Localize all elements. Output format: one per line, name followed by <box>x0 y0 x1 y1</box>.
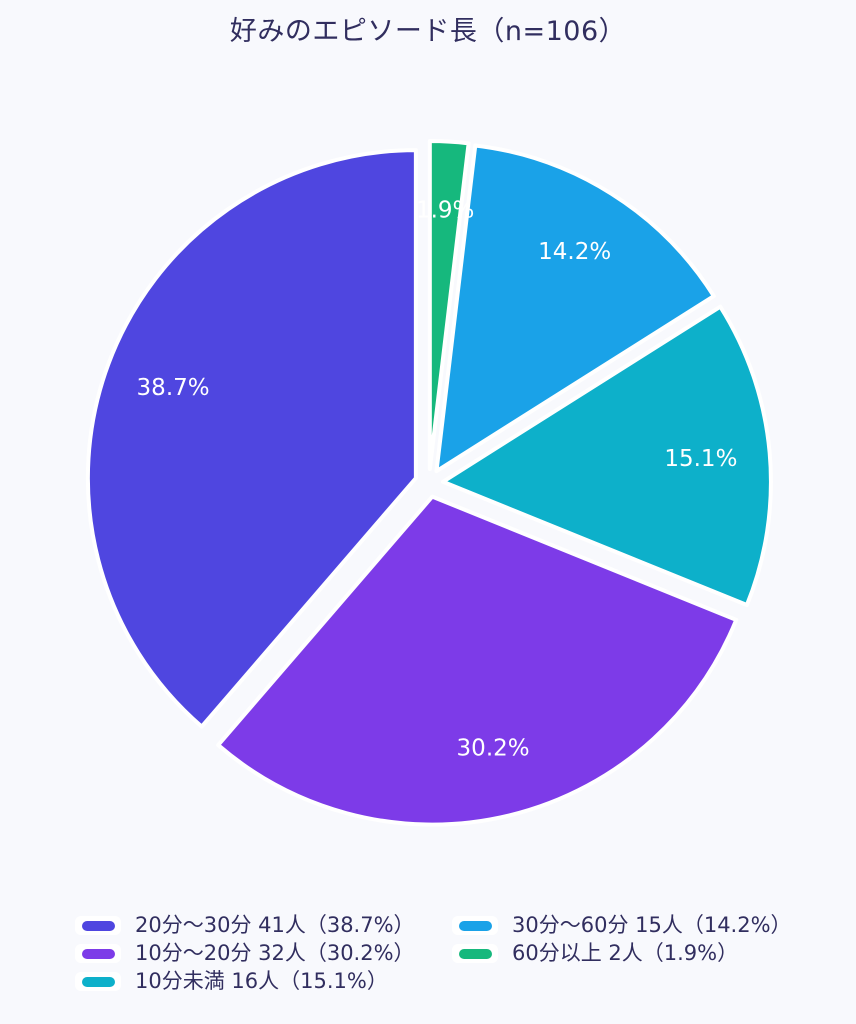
legend-color-pill <box>81 920 115 931</box>
legend-item[interactable]: 10分未満 16人（15.1%） <box>75 969 452 993</box>
pie-percent-label: 1.9% <box>416 198 474 224</box>
chart-title: 好みのエピソード長（n=106） <box>229 16 627 47</box>
legend-item[interactable]: 30分〜60分 15人（14.2%） <box>452 913 792 937</box>
pie-percent-label: 30.2% <box>457 735 530 761</box>
legend-column: 30分〜60分 15人（14.2%） 60分以上 2人（1.9%） <box>452 913 792 965</box>
legend-label: 30分〜60分 15人（14.2%） <box>512 913 792 937</box>
legend-label: 10分〜20分 32人（30.2%） <box>135 941 415 965</box>
legend-swatch <box>452 916 498 935</box>
legend-swatch <box>75 916 121 935</box>
legend-swatch <box>452 944 498 963</box>
legend-label: 60分以上 2人（1.9%） <box>512 941 739 965</box>
legend-swatch <box>75 972 121 991</box>
legend-swatch <box>75 944 121 963</box>
pie-percent-label: 38.7% <box>137 375 210 401</box>
legend-label: 20分〜30分 41人（38.7%） <box>135 913 415 937</box>
pie-chart: 1.9% 14.2% 15.1% 30.2% 38.7% <box>85 139 773 827</box>
legend-item[interactable]: 10分〜20分 32人（30.2%） <box>75 941 452 965</box>
legend-color-pill <box>81 976 115 987</box>
legend-item[interactable]: 20分〜30分 41人（38.7%） <box>75 913 452 937</box>
pie-slice[interactable] <box>85 148 418 729</box>
legend-color-pill <box>458 948 492 959</box>
legend-label: 10分未満 16人（15.1%） <box>135 969 388 993</box>
pie-slice[interactable] <box>216 494 739 827</box>
pie-slice[interactable] <box>440 304 773 608</box>
legend-column: 20分〜30分 41人（38.7%） 10分〜20分 32人（30.2%） 10分未… <box>75 913 452 993</box>
legend-color-pill <box>81 948 115 959</box>
pie-percent-label: 14.2% <box>538 239 611 265</box>
chart-legend: 20分〜30分 41人（38.7%） 10分〜20分 32人（30.2%） 10分未… <box>75 913 792 993</box>
legend-color-pill <box>458 920 492 931</box>
pie-slice[interactable] <box>434 143 716 474</box>
pie-percent-label: 15.1% <box>664 446 737 472</box>
pie-slice[interactable] <box>427 139 471 472</box>
legend-item[interactable]: 60分以上 2人（1.9%） <box>452 941 792 965</box>
